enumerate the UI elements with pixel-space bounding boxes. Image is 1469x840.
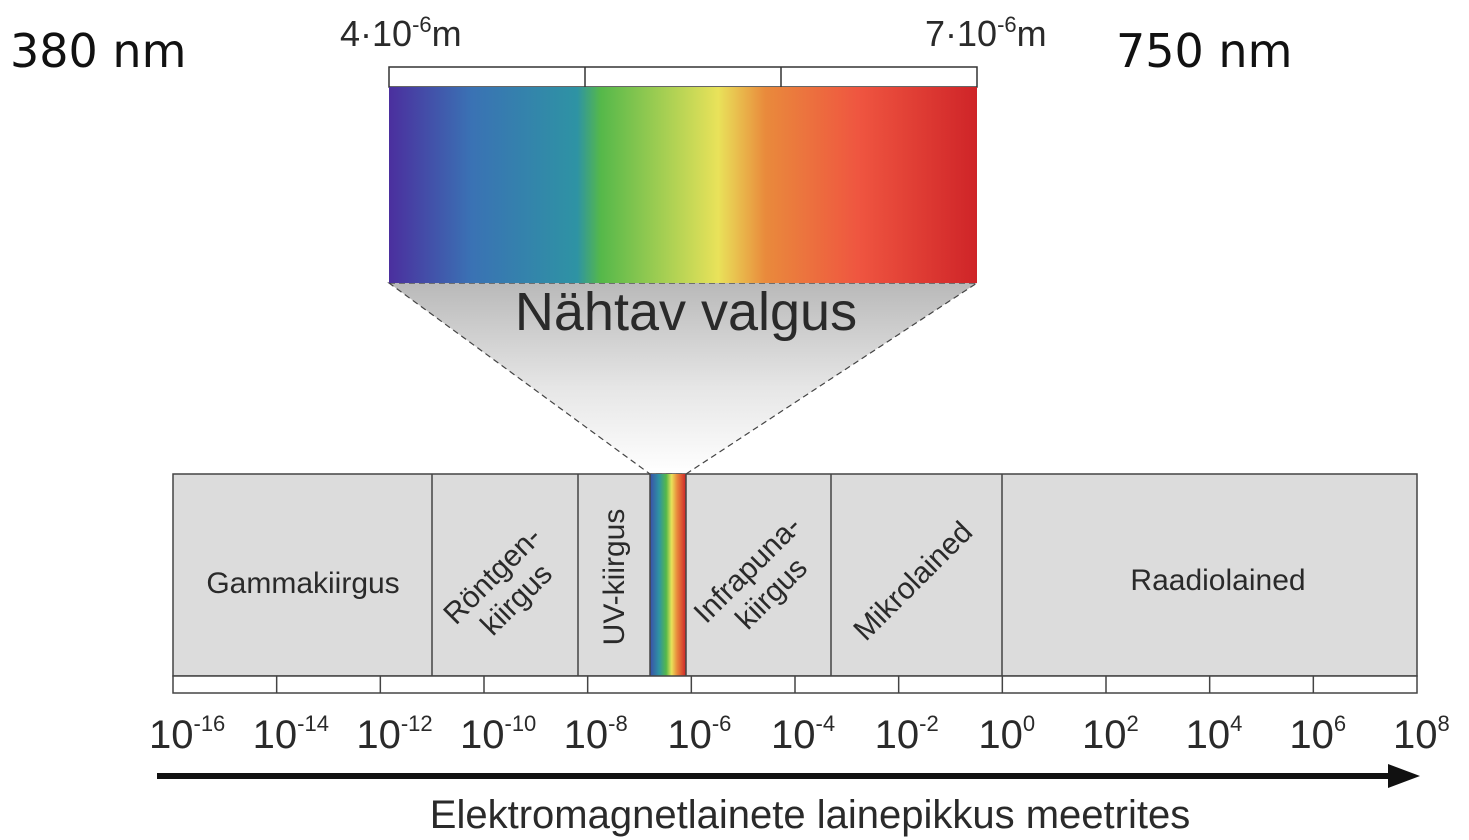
axis-arrow <box>157 764 1420 788</box>
band-label-radio: Raadiolained <box>1130 564 1305 597</box>
axis-title: Elektromagnetlainete lainepikkus meetrit… <box>430 793 1190 837</box>
visible-scale-bar <box>389 67 977 87</box>
band-label-gamma: Gammakiirgus <box>206 567 399 600</box>
visible-spectrum <box>389 87 977 283</box>
tick-label: 10-2 <box>875 711 939 757</box>
visible-light-label: Nähtav valgus <box>515 282 857 342</box>
tick-label: 10-16 <box>149 711 225 757</box>
band-label-uv-text: UV-kiirgus <box>598 509 631 646</box>
tick-label: 106 <box>1289 711 1346 757</box>
band-label-uv: UV-kiirgus <box>598 509 631 646</box>
tick-labels: 10-16 10-14 10-12 10-10 10-8 10-6 10-4 10-2 100 1… <box>149 711 1450 757</box>
visible-band-strip <box>650 474 686 676</box>
tick-label: 10-12 <box>356 711 432 757</box>
wavelength-ruler <box>173 676 1417 693</box>
tick-label: 104 <box>1186 711 1243 757</box>
visible-scale-left-label: 4·10-6m <box>340 12 462 54</box>
visible-scale-right-label: 7·10-6m <box>925 12 1047 54</box>
tick-label: 10-4 <box>771 711 835 757</box>
tick-label: 10-6 <box>667 711 731 757</box>
tick-label: 108 <box>1393 711 1450 757</box>
tick-label: 10-14 <box>253 711 329 757</box>
tick-label: 10-8 <box>564 711 628 757</box>
tick-label: 10-10 <box>460 711 536 757</box>
tick-label: 102 <box>1082 711 1139 757</box>
tick-label: 100 <box>978 711 1035 757</box>
